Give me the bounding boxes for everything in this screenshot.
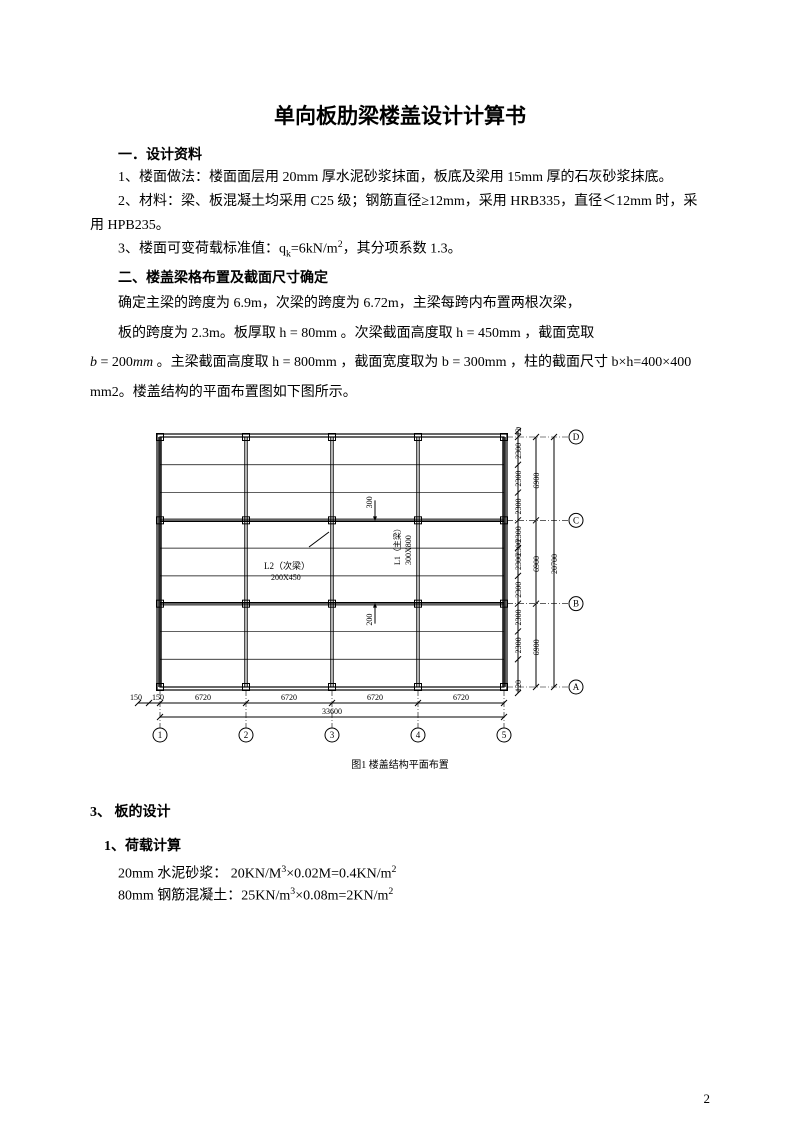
diagram-caption: 图1 楼盖结构平面布置 — [120, 756, 680, 771]
svg-text:2300: 2300 — [514, 498, 523, 514]
sec1-p2: 2、材料：梁、板混凝土均采用 C25 级；钢筋直径≥12mm，采用 HRB335… — [90, 190, 710, 238]
page-title: 单向板肋梁楼盖设计计算书 — [90, 100, 710, 130]
sec2-p2b: h = 80mm — [276, 326, 341, 341]
page-number: 2 — [704, 1091, 711, 1107]
sec1-p3-post: ，其分项系数 1.3。 — [343, 242, 462, 257]
sec1-p3-mid: =6kN/m — [291, 242, 338, 257]
sup-2a: 2 — [392, 864, 397, 875]
svg-text:2300: 2300 — [514, 610, 523, 626]
calc-l1a: 20mm 水泥砂浆： 20KN/M — [118, 867, 281, 882]
svg-text:6900: 6900 — [532, 556, 541, 572]
calc-line2: 80mm 钢筋混凝土：25KN/m3×0.08m=2KN/m2 — [90, 885, 710, 907]
svg-text:4: 4 — [416, 730, 421, 740]
sec2-p2a: 板的跨度为 2.3m。板厚取 — [118, 326, 276, 341]
sec1-p3: 3、楼面可变荷载标准值：qk=6kN/m2，其分项系数 1.3。 — [90, 237, 710, 263]
svg-text:L1（主梁）: L1（主梁） — [392, 524, 402, 565]
svg-text:120: 120 — [514, 680, 523, 692]
svg-text:2300: 2300 — [514, 471, 523, 487]
svg-text:1: 1 — [158, 730, 163, 740]
calc-line1: 20mm 水泥砂浆： 20KN/M3×0.02M=0.4KN/m2 — [90, 863, 710, 885]
svg-text:120: 120 — [514, 427, 523, 436]
floor-plan-svg: L2（次梁） 200X450 L1（主梁）300X800 300 200 120 2300 2… — [120, 427, 680, 747]
sec2-p3g: b = 300mm — [438, 355, 510, 370]
section3-head: 3、 板的设计 — [90, 801, 710, 821]
svg-text:6720: 6720 — [281, 693, 297, 702]
sec2-p3c: mm — [133, 355, 153, 370]
svg-text:C: C — [573, 515, 579, 525]
svg-text:6720: 6720 — [367, 693, 383, 702]
svg-text:6900: 6900 — [532, 473, 541, 489]
calc-l2a: 80mm 钢筋混凝土：25KN/m — [118, 888, 290, 903]
svg-text:2300: 2300 — [514, 637, 523, 653]
sec1-p3-pre: 3、楼面可变荷载标准值：q — [118, 242, 286, 257]
svg-text:D: D — [573, 432, 580, 442]
sec1-p1: 1、楼面做法：楼面面层用 20mm 厚水泥砂浆抹面，板底及梁用 15mm 厚的石… — [90, 166, 710, 190]
sec2-p3d: 。主梁截面高度取 — [153, 355, 269, 370]
svg-text:3: 3 — [330, 730, 335, 740]
page: 单向板肋梁楼盖设计计算书 一．设计资料 1、楼面做法：楼面面层用 20mm 厚水… — [0, 0, 800, 1132]
svg-text:5: 5 — [502, 730, 507, 740]
sec2-p3: b = 200mm 。主梁截面高度取 h = 800mm ，截面宽度取为 b =… — [90, 348, 710, 407]
svg-text:L2（次梁）: L2（次梁） — [264, 560, 310, 571]
sec2-p3b: = 200 — [97, 355, 133, 370]
svg-text:2300: 2300 — [514, 526, 523, 542]
svg-text:6720: 6720 — [453, 693, 469, 702]
calc-l1b: ×0.02M=0.4KN/m — [286, 867, 391, 882]
svg-text:300: 300 — [365, 496, 374, 508]
sec2-p3e: h = 800mm — [269, 355, 341, 370]
sec2-p3a: b — [90, 355, 97, 370]
floor-plan-diagram: L2（次梁） 200X450 L1（主梁）300X800 300 200 120 2300 2… — [120, 427, 680, 771]
svg-text:2300: 2300 — [514, 443, 523, 459]
svg-text:A: A — [573, 682, 580, 692]
section3-sub1: 1、荷载计算 — [90, 835, 710, 855]
sup-2b: 2 — [388, 886, 393, 897]
svg-text:20700: 20700 — [550, 554, 559, 574]
svg-text:6720: 6720 — [195, 693, 211, 702]
sec2-p2d: h = 450mm — [453, 326, 525, 341]
section2-head: 二、楼盖梁格布置及截面尺寸确定 — [90, 267, 710, 287]
sec2-p2c: 。次梁截面高度取 — [341, 326, 453, 341]
svg-text:300X800: 300X800 — [404, 535, 413, 565]
svg-text:B: B — [573, 599, 579, 609]
svg-text:2: 2 — [244, 730, 249, 740]
section1-head: 一．设计资料 — [90, 144, 710, 164]
svg-text:6900: 6900 — [532, 639, 541, 655]
svg-text:200X450: 200X450 — [271, 573, 301, 582]
sec2-p1: 确定主梁的跨度为 6.9m，次梁的跨度为 6.72m，主梁每跨内布置两根次梁， — [90, 289, 710, 318]
sec2-p3f: ，截面宽度取为 — [340, 355, 438, 370]
svg-text:2300: 2300 — [514, 582, 523, 598]
sec2-p2: 板的跨度为 2.3m。板厚取 h = 80mm 。次梁截面高度取 h = 450… — [90, 319, 710, 348]
svg-text:200: 200 — [365, 614, 374, 626]
calc-l2b: ×0.08m=2KN/m — [295, 888, 388, 903]
sec2-p2e: ，截面宽取 — [524, 326, 594, 341]
svg-text:2300: 2300 — [514, 554, 523, 570]
